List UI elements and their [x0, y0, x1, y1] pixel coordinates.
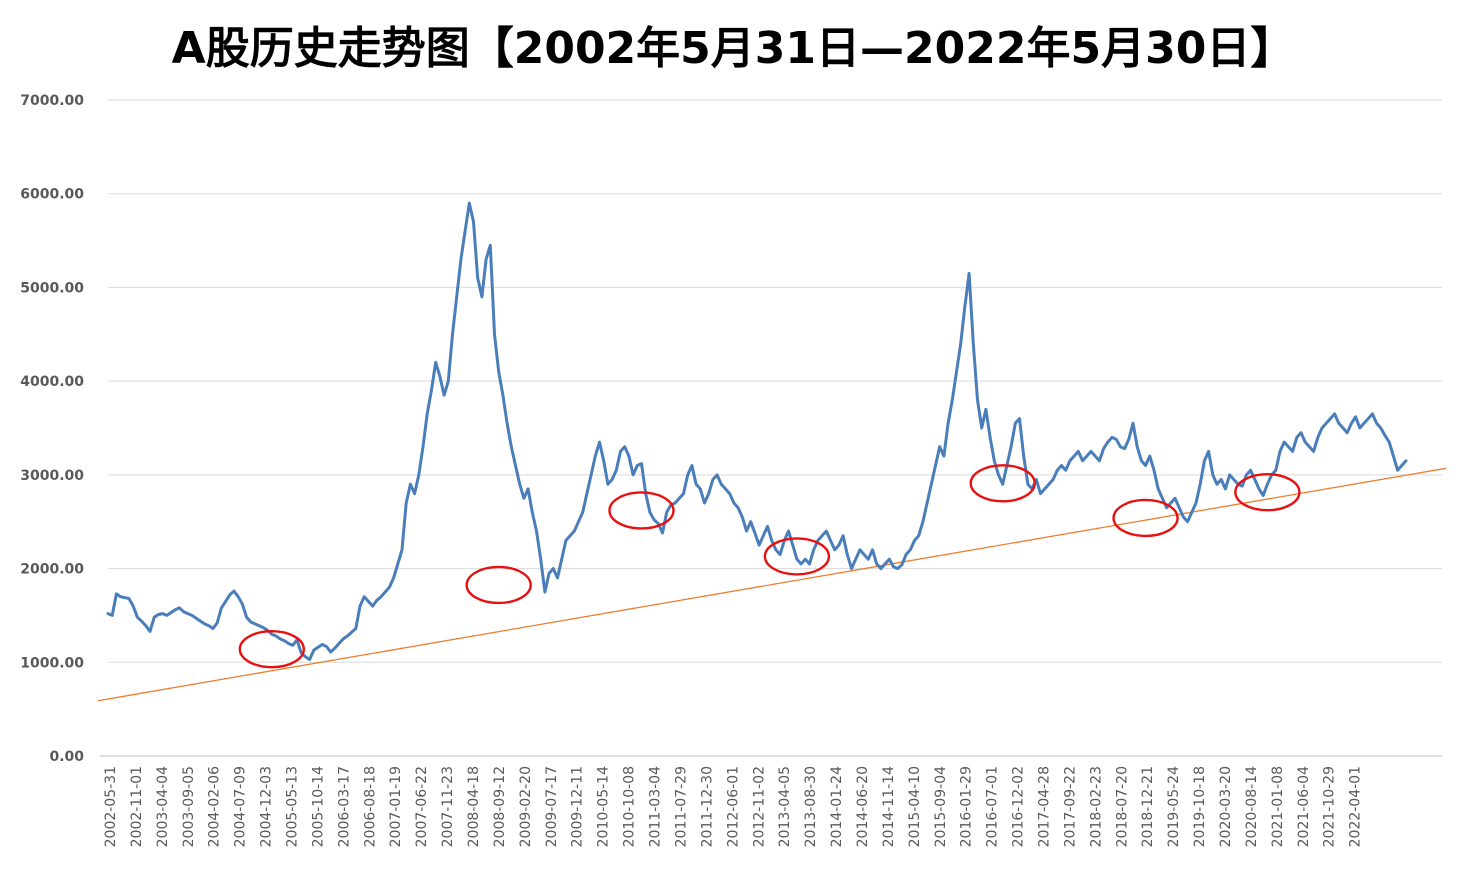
x-tick-label: 2005-05-13: [285, 766, 301, 847]
y-tick-label: 4000.00: [20, 374, 84, 390]
x-axis-tick-labels: 2002-05-31 2002-11-01 2003-04-04 2003-09-05…: [103, 766, 1364, 847]
x-tick-label: 2010-10-08: [622, 766, 638, 847]
series-line: [106, 201, 1408, 661]
annotation-circle: [1234, 472, 1301, 512]
x-tick-label: 2011-03-04: [648, 766, 664, 847]
x-tick-label: 2018-02-23: [1088, 766, 1104, 847]
x-tick-label: 2004-07-09: [233, 766, 249, 847]
x-tick-label: 2013-04-05: [777, 766, 793, 847]
y-tick-label: 6000.00: [20, 187, 84, 203]
x-tick-label: 2015-04-10: [907, 766, 923, 847]
x-tick-label: 2016-12-02: [1011, 766, 1027, 847]
series-layer: [106, 201, 1408, 661]
x-tick-label: 2017-09-22: [1062, 766, 1078, 847]
x-tick-label: 2018-12-21: [1140, 766, 1156, 847]
y-tick-label: 0.00: [49, 749, 84, 765]
x-tick-label: 2014-06-20: [855, 766, 871, 847]
x-tick-label: 2021-06-04: [1296, 766, 1312, 847]
y-tick-label: 7000.00: [20, 93, 84, 109]
annotation-circle: [1112, 498, 1179, 538]
annotation-circle: [763, 537, 831, 576]
x-tick-label: 2020-08-14: [1244, 766, 1260, 847]
x-tick-label: 2002-05-31: [103, 766, 119, 847]
trendline: [97, 467, 1447, 702]
x-tick-label: 2007-01-19: [388, 766, 404, 847]
x-tick-label: 2021-01-08: [1270, 766, 1286, 847]
x-tick-label: 2012-11-02: [751, 766, 767, 847]
x-tick-label: 2021-10-29: [1322, 766, 1338, 847]
x-tick-label: 2005-10-14: [310, 766, 326, 847]
x-tick-label: 2015-09-04: [933, 766, 949, 847]
x-tick-label: 2004-12-03: [259, 766, 275, 847]
x-tick-label: 2019-05-24: [1166, 766, 1182, 847]
x-tick-label: 2009-02-20: [518, 766, 534, 847]
x-tick-label: 2016-07-01: [985, 766, 1001, 847]
x-tick-label: 2017-04-28: [1036, 766, 1052, 847]
x-tick-label: 2010-05-14: [596, 766, 612, 847]
x-tick-label: 2018-07-20: [1114, 766, 1130, 847]
x-tick-label: 2019-10-18: [1192, 766, 1208, 847]
gridlines: [108, 99, 1442, 663]
y-tick-label: 3000.00: [20, 468, 84, 484]
x-tick-label: 2022-04-01: [1348, 766, 1364, 847]
chart-title: A股历史走势图【2002年5月31日—2022年5月30日】: [171, 23, 1295, 74]
x-tick-label: 2002-11-01: [129, 766, 145, 847]
x-tick-label: 2006-03-17: [336, 766, 352, 847]
x-tick-label: 2011-12-30: [699, 766, 715, 847]
x-tick-label: 2006-08-18: [362, 766, 378, 847]
x-tick-label: 2008-09-12: [492, 766, 508, 847]
x-tick-label: 2014-11-14: [881, 766, 897, 847]
x-tick-label: 2016-01-29: [959, 766, 975, 847]
y-tick-label: 1000.00: [20, 655, 84, 671]
x-tick-label: 2013-08-30: [803, 766, 819, 847]
annotation-circles: [238, 464, 1301, 669]
y-tick-label: 5000.00: [20, 280, 84, 296]
x-tick-label: 2009-07-17: [544, 766, 560, 847]
x-tick-label: 2003-09-05: [181, 766, 197, 847]
x-tick-label: 2011-07-29: [673, 766, 689, 847]
annotation-circle: [608, 491, 675, 530]
x-tick-label: 2020-03-20: [1218, 766, 1234, 847]
x-tick-label: 2012-06-01: [725, 766, 741, 847]
x-tick-label: 2007-11-23: [440, 766, 456, 847]
x-tick-label: 2003-04-04: [155, 766, 171, 847]
y-axis-tick-labels: 0.00 1000.00 2000.00 3000.00 4000.00 5000.00 6…: [20, 93, 84, 765]
x-tick-label: 2004-02-06: [207, 766, 223, 847]
x-tick-label: 2008-04-18: [466, 766, 482, 847]
trendline-layer: [97, 467, 1447, 702]
x-tick-label: 2009-12-11: [570, 766, 586, 847]
x-tick-label: 2007-06-22: [414, 766, 430, 847]
y-tick-label: 2000.00: [20, 562, 84, 578]
x-tick-label: 2014-01-24: [829, 766, 845, 847]
annotation-circle: [238, 629, 306, 669]
annotation-circle: [465, 565, 532, 605]
annotation-circle: [969, 464, 1036, 503]
